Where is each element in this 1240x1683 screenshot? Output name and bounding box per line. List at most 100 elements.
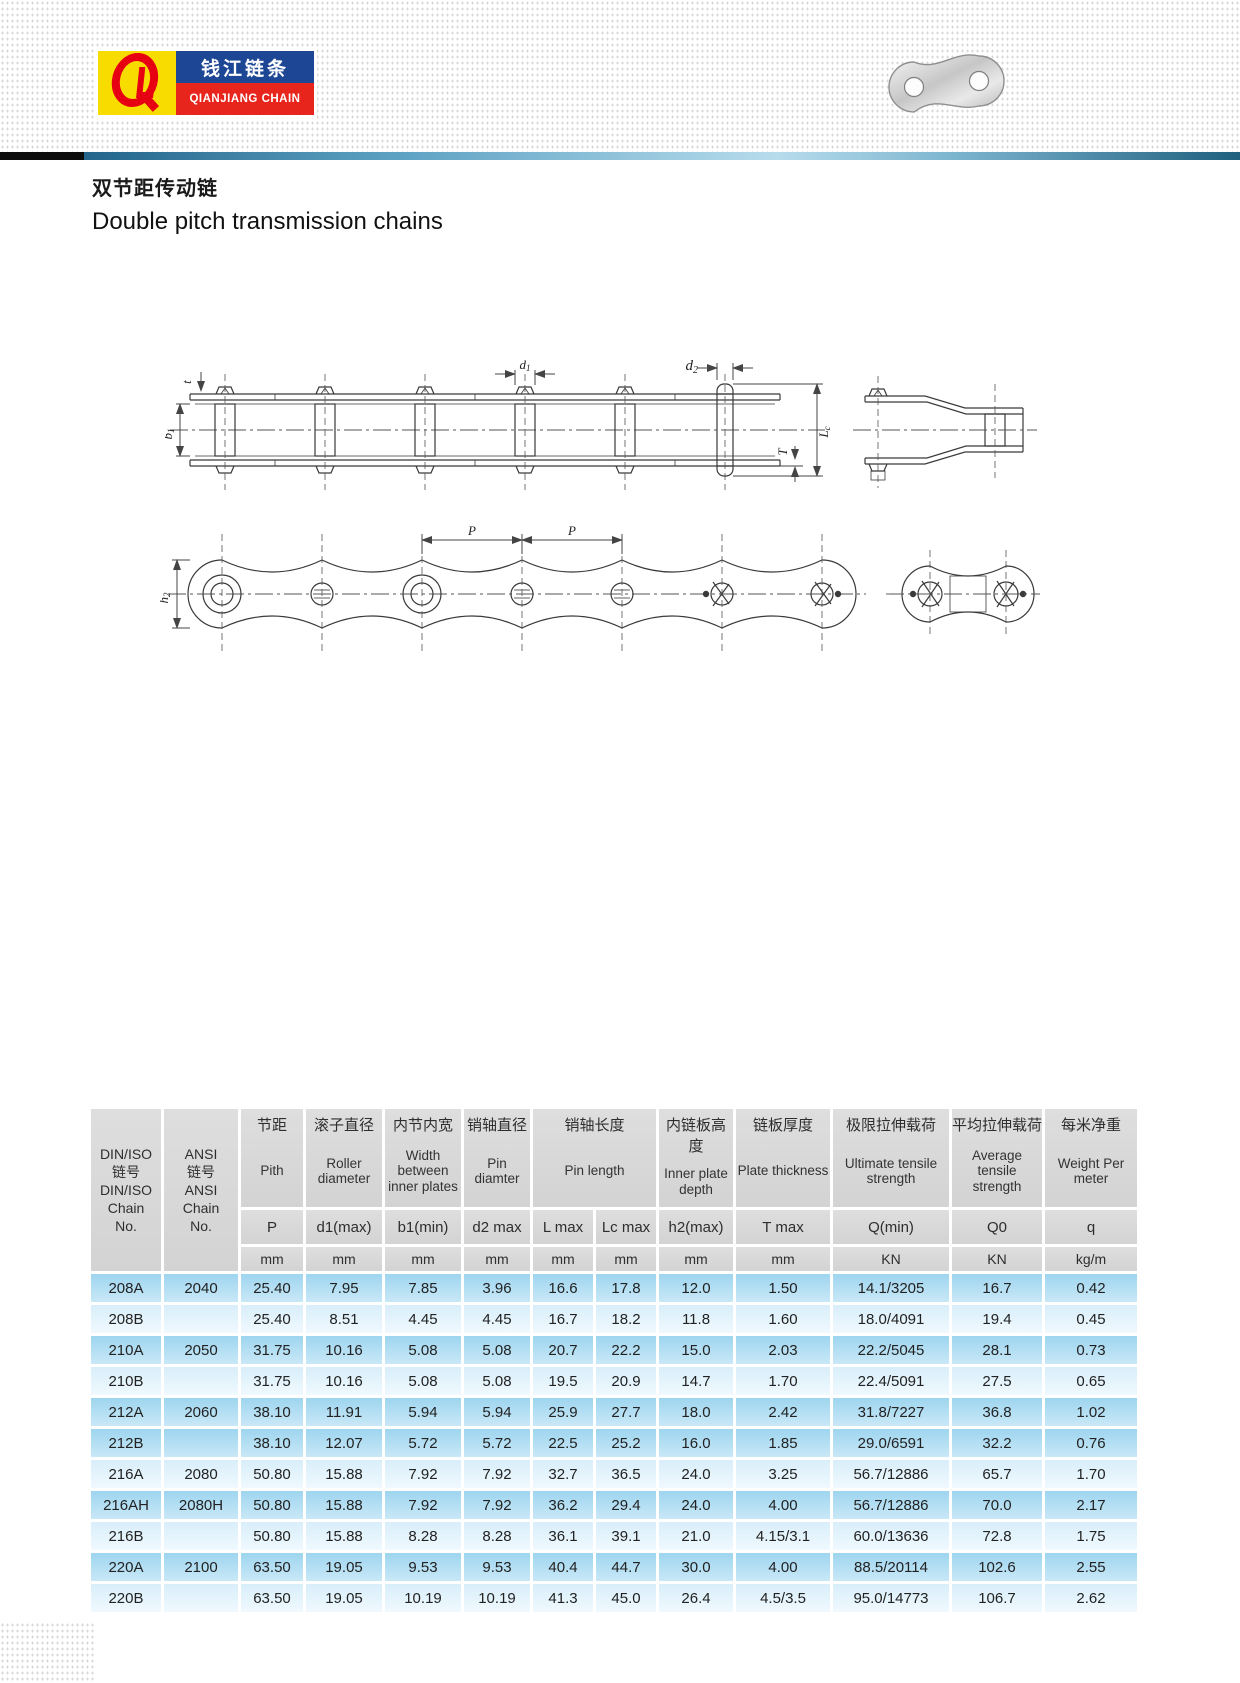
plan-view-drawing: P P h2	[160, 523, 1040, 654]
side-view-drawing: d1 d2 t b1 T Lc	[165, 358, 1037, 490]
spec-cell: 31.8/7227	[833, 1398, 949, 1426]
spec-cell: 4.00	[736, 1491, 830, 1519]
spec-cell: 1.70	[736, 1367, 830, 1395]
symbol-Lcmax: Lc max	[596, 1210, 656, 1244]
spec-cell: 18.2	[596, 1305, 656, 1333]
spec-cell: 12.07	[306, 1429, 382, 1457]
spec-cell: 2.62	[1045, 1584, 1137, 1612]
dim-label-h2: h2	[160, 592, 172, 604]
spec-cell: 18.0/4091	[833, 1305, 949, 1333]
spec-cell: 36.2	[533, 1491, 593, 1519]
spec-cell: 9.53	[464, 1553, 530, 1581]
symbol-Q0: Q0	[952, 1210, 1042, 1244]
col-header-pin-length: 销轴长度 Pin length	[533, 1109, 656, 1207]
spec-cell: 14.1/3205	[833, 1274, 949, 1302]
spec-cell: 18.0	[659, 1398, 733, 1426]
spec-cell: 28.1	[952, 1336, 1042, 1364]
spec-cell: 11.8	[659, 1305, 733, 1333]
spec-cell: 8.28	[464, 1522, 530, 1550]
spec-cell: 4.45	[385, 1305, 461, 1333]
spec-cell: 216AH	[91, 1491, 161, 1519]
spec-cell: 50.80	[241, 1491, 303, 1519]
spec-cell: 15.0	[659, 1336, 733, 1364]
spec-cell: 27.7	[596, 1398, 656, 1426]
symbol-b1min: b1(min)	[385, 1210, 461, 1244]
col-header-average-tensile: 平均拉伸载荷 Average tensile strength	[952, 1109, 1042, 1207]
spec-table-body: 208A 2040 25.40 7.95 7.85 3.96 16.6 17.8 12.0 1.5…	[91, 1274, 1137, 1612]
spec-cell: 5.08	[385, 1367, 461, 1395]
spec-cell: 25.9	[533, 1398, 593, 1426]
spec-cell: 5.72	[385, 1429, 461, 1457]
spec-cell: 2.17	[1045, 1491, 1137, 1519]
spec-cell: 2100	[164, 1553, 238, 1581]
spec-cell: 16.6	[533, 1274, 593, 1302]
dim-label-d1: d1	[520, 358, 531, 373]
spec-table: DIN/ISO 链号 DIN/ISO Chain No. ANSI 链号 ANS…	[88, 1106, 1140, 1615]
spec-cell: 2.55	[1045, 1553, 1137, 1581]
logo-en-text: QIANJIANG CHAIN	[176, 83, 314, 115]
spec-cell: 102.6	[952, 1553, 1042, 1581]
symbol-Tmax: T max	[736, 1210, 830, 1244]
spec-cell: 9.53	[385, 1553, 461, 1581]
spec-cell: 56.7/12886	[833, 1460, 949, 1488]
spec-cell: 24.0	[659, 1460, 733, 1488]
col-header-ultimate-tensile: 极限拉伸载荷 Ultimate tensile strength	[833, 1109, 949, 1207]
spec-cell: 212A	[91, 1398, 161, 1426]
spec-cell: 1.85	[736, 1429, 830, 1457]
dim-label-T: T	[775, 448, 790, 456]
spec-cell: 2040	[164, 1274, 238, 1302]
spec-cell: 50.80	[241, 1522, 303, 1550]
spec-cell: 21.0	[659, 1522, 733, 1550]
spec-cell: 22.4/5091	[833, 1367, 949, 1395]
spec-cell: 16.0	[659, 1429, 733, 1457]
spec-cell: 36.1	[533, 1522, 593, 1550]
spec-cell: 22.2	[596, 1336, 656, 1364]
spec-cell: 10.19	[464, 1584, 530, 1612]
spec-cell	[164, 1584, 238, 1612]
spec-cell: 36.8	[952, 1398, 1042, 1426]
spec-cell: 220A	[91, 1553, 161, 1581]
spec-cell: 88.5/20114	[833, 1553, 949, 1581]
spec-cell: 44.7	[596, 1553, 656, 1581]
spec-cell: 8.28	[385, 1522, 461, 1550]
spec-cell	[164, 1429, 238, 1457]
spec-cell: 50.80	[241, 1460, 303, 1488]
page-title-zh: 双节距传动链	[92, 178, 218, 200]
spec-cell: 12.0	[659, 1274, 733, 1302]
spec-cell	[164, 1305, 238, 1333]
table-row: 210B 31.75 10.16 5.08 5.08 19.5 20.9 14.7 1.70 22…	[91, 1367, 1137, 1395]
spec-cell: 10.16	[306, 1367, 382, 1395]
col-header-roller-diameter: 滚子直径 Roller diameter	[306, 1109, 382, 1207]
spec-cell: 7.85	[385, 1274, 461, 1302]
spec-cell: 7.95	[306, 1274, 382, 1302]
spec-cell: 25.40	[241, 1305, 303, 1333]
chain-plate-image	[888, 54, 1005, 113]
spec-cell: 5.94	[385, 1398, 461, 1426]
spec-cell: 40.4	[533, 1553, 593, 1581]
spec-cell: 24.0	[659, 1491, 733, 1519]
spec-cell: 72.8	[952, 1522, 1042, 1550]
spec-cell: 31.75	[241, 1367, 303, 1395]
table-row: 216B 50.80 15.88 8.28 8.28 36.1 39.1 21.0 4.15/3…	[91, 1522, 1137, 1550]
dim-label-Lc: Lc	[816, 426, 832, 438]
spec-cell: 38.10	[241, 1398, 303, 1426]
dim-label-d2: d2	[686, 358, 699, 376]
spec-cell: 216A	[91, 1460, 161, 1488]
spec-cell: 65.7	[952, 1460, 1042, 1488]
spec-cell: 3.96	[464, 1274, 530, 1302]
col-header-inner-plate-depth: 内链板高度 Inner plate depth	[659, 1109, 733, 1207]
spec-cell: 0.45	[1045, 1305, 1137, 1333]
table-row: 216AH 2080H 50.80 15.88 7.92 7.92 36.2 29.4 24.0…	[91, 1491, 1137, 1519]
col-header-pitch: 节距 Pith	[241, 1109, 303, 1207]
header-symbol-row: P d1(max) b1(min) d2 max L max Lc max h2…	[91, 1210, 1137, 1244]
spec-cell: 20.7	[533, 1336, 593, 1364]
spec-cell: 0.73	[1045, 1336, 1137, 1364]
spec-cell: 1.02	[1045, 1398, 1137, 1426]
spec-cell: 70.0	[952, 1491, 1042, 1519]
footer-dots-decoration	[0, 1622, 96, 1683]
spec-cell: 26.4	[659, 1584, 733, 1612]
spec-cell: 22.5	[533, 1429, 593, 1457]
spec-cell: 2.42	[736, 1398, 830, 1426]
table-row: 220A 2100 63.50 19.05 9.53 9.53 40.4 44.7 30.0 4.…	[91, 1553, 1137, 1581]
